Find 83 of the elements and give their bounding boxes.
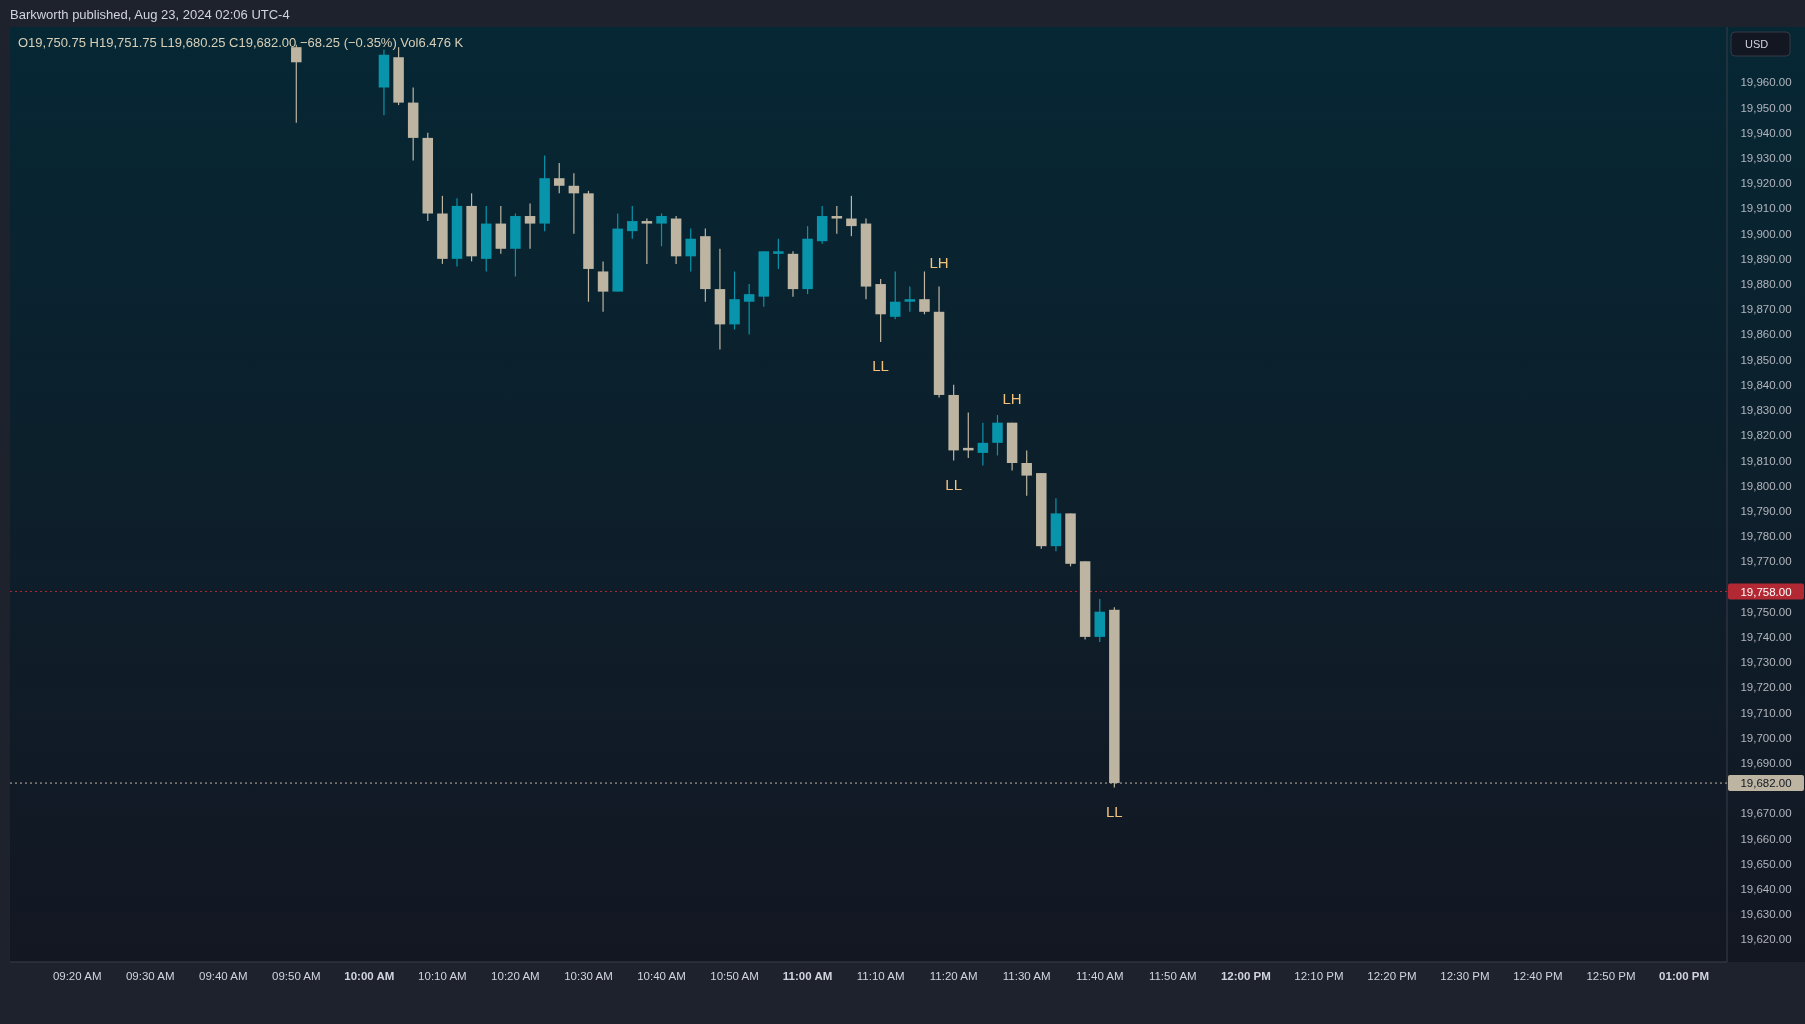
y-tick-label: 19,660.00 — [1740, 832, 1792, 845]
ref-line-label: 19,758.00 — [1740, 585, 1792, 598]
x-tick-label: 10:10 AM — [418, 970, 467, 982]
y-tick-label: 19,890.00 — [1740, 252, 1792, 265]
y-tick-label: 19,640.00 — [1740, 882, 1792, 895]
x-tick-label: 11:30 AM — [1002, 970, 1051, 982]
candlestick — [627, 205, 638, 240]
candlestick — [597, 260, 609, 313]
text: O19,750.75 H19,751.75 L19,680.25 C19,682.00 −68.25 (−0.35%) Vol6.476 K — [18, 35, 464, 50]
y-tick-label: 19,650.00 — [1740, 857, 1792, 870]
x-tick-label: 09:50 AM — [272, 970, 321, 982]
x-tick-label: 11:20 AM — [929, 970, 978, 982]
candlestick — [773, 238, 784, 270]
y-tick-label: 19,780.00 — [1740, 530, 1792, 543]
candlestick — [685, 228, 696, 273]
candlestick — [641, 217, 653, 265]
x-tick-label: 10:00 AM — [344, 970, 395, 982]
y-tick-label: 19,700.00 — [1740, 731, 1792, 744]
x-tick-label: 10:20 AM — [491, 970, 540, 982]
x-tick-label: 09:20 AM — [52, 970, 102, 982]
y-tick-label: 19,910.00 — [1740, 202, 1792, 215]
y-tick-label: 19,730.00 — [1740, 656, 1792, 669]
candlestick — [889, 270, 901, 320]
y-tick-label: 19,810.00 — [1740, 454, 1792, 467]
candlestick — [743, 283, 755, 336]
y-tick-label: 19,800.00 — [1740, 479, 1792, 492]
y-tick-label: 19,950.00 — [1740, 101, 1792, 114]
y-tick-label: 19,900.00 — [1740, 227, 1792, 240]
annotation: LH — [1002, 389, 1022, 407]
y-tick-label: 19,920.00 — [1740, 177, 1792, 190]
annotation: LH — [929, 253, 949, 271]
candlestick — [904, 285, 916, 313]
x-tick-label: 11:40 AM — [1075, 970, 1124, 982]
x-tick-label: 12:40 PM — [1513, 970, 1563, 982]
y-tick-label: 19,960.00 — [1740, 76, 1792, 89]
y-tick-label: 19,720.00 — [1740, 681, 1792, 694]
candlestick — [977, 422, 989, 467]
y-tick-label: 19,710.00 — [1740, 706, 1792, 719]
candlestick — [919, 270, 930, 315]
candlestick — [992, 414, 1003, 457]
x-tick-label: 11:50 AM — [1148, 970, 1197, 982]
y-tick-label: 19,620.00 — [1740, 933, 1792, 946]
y-tick-label: 19,770.00 — [1740, 555, 1792, 568]
annotation: LL — [945, 475, 962, 493]
x-tick-label: 11:00 AM — [782, 970, 833, 982]
x-tick-label: 10:40 AM — [637, 970, 686, 982]
x-tick-label: 10:30 AM — [564, 970, 613, 982]
y-tick-label: 19,940.00 — [1740, 126, 1792, 139]
x-tick-label: 12:30 PM — [1440, 970, 1490, 982]
y-axis-title: USD — [1745, 38, 1769, 50]
y-tick-label: 19,790.00 — [1740, 504, 1792, 517]
y-tick-label: 19,850.00 — [1740, 353, 1792, 366]
annotation: LL — [1106, 802, 1123, 820]
y-tick-label: 19,840.00 — [1740, 378, 1792, 391]
candlestick — [524, 202, 536, 250]
x-tick-label: 12:20 PM — [1367, 970, 1417, 982]
x-tick-label: 11:10 AM — [856, 970, 905, 982]
candlestick — [553, 162, 565, 194]
y-tick-label: 19,820.00 — [1740, 429, 1792, 442]
x-tick-label: 12:50 PM — [1586, 970, 1636, 982]
y-tick-label: 19,740.00 — [1740, 630, 1792, 643]
y-tick-label: 19,870.00 — [1740, 303, 1792, 316]
candlestick — [1021, 449, 1032, 497]
y-tick-label: 19,880.00 — [1740, 278, 1792, 291]
x-tick-label: 09:30 AM — [125, 970, 175, 982]
chart-title: Barkworth published, Aug 23, 2024 02:06 UTC-4 — [10, 7, 290, 22]
candlestick — [656, 212, 667, 247]
y-tick-label: 19,690.00 — [1740, 756, 1792, 769]
candlestick — [846, 195, 857, 237]
y-tick-label: 19,830.00 — [1740, 404, 1792, 417]
y-tick-label: 19,750.00 — [1740, 605, 1792, 618]
y-tick-label: 19,630.00 — [1740, 908, 1792, 921]
y-tick-label: 19,670.00 — [1740, 807, 1792, 820]
x-tick-label: 12:10 PM — [1294, 970, 1344, 982]
x-tick-label: 01:00 PM — [1659, 970, 1709, 982]
x-tick-label: 09:40 AM — [198, 970, 248, 982]
ref-line-label: 19,682.00 — [1740, 777, 1792, 790]
annotation: LL — [872, 357, 889, 375]
y-tick-label: 19,860.00 — [1740, 328, 1792, 341]
y-tick-label: 19,930.00 — [1740, 152, 1792, 165]
x-tick-label: 10:50 AM — [710, 970, 759, 982]
candlestick — [831, 205, 843, 235]
x-tick-label: 12:00 PM — [1220, 970, 1271, 982]
